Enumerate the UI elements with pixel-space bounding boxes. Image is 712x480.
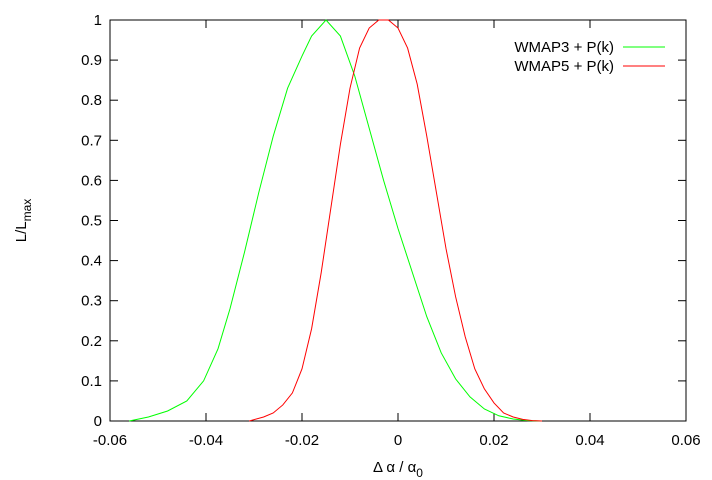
y-tick-label: 0.6	[81, 172, 102, 189]
x-tick-label: 0.04	[575, 432, 604, 449]
y-tick-label: 0.2	[81, 333, 102, 350]
y-tick-label: 1	[94, 12, 102, 29]
legend-label: WMAP5 + P(k)	[514, 58, 614, 75]
x-tick-label: 0	[394, 432, 402, 449]
series-line-2	[249, 19, 543, 422]
x-axis-ticks: -0.06 -0.04 -0.02 0 0.02 0.04 0.06	[93, 20, 701, 449]
y-axis-label: L/Lmax	[13, 199, 34, 243]
x-tick-label: -0.04	[189, 432, 223, 449]
series-lines	[129, 19, 543, 422]
y-tick-label: 0.4	[81, 253, 102, 270]
series-line-1	[129, 19, 543, 422]
x-axis-label: Δ α / α0	[373, 459, 423, 480]
x-tick-label: -0.06	[93, 432, 127, 449]
y-axis-ticks: 0 0.1 0.2 0.3 0.4 0.5 0.6 0.7 0.8 0.9 1	[81, 12, 686, 430]
x-axis-label-base: Δ α / α	[373, 459, 417, 476]
x-tick-label: 0.02	[479, 432, 508, 449]
y-tick-label: 0.3	[81, 293, 102, 310]
x-tick-label: -0.02	[285, 432, 319, 449]
y-axis-label-base: L/L	[13, 221, 30, 242]
y-tick-label: 0.8	[81, 92, 102, 109]
y-tick-label: 0.9	[81, 52, 102, 69]
y-tick-label: 0.7	[81, 132, 102, 149]
y-tick-label: 0.5	[81, 213, 102, 230]
plot-frame	[109, 19, 687, 422]
y-tick-label: 0.1	[81, 373, 102, 390]
legend: WMAP3 + P(k) WMAP5 + P(k)	[514, 39, 665, 75]
y-tick-label: 0	[94, 413, 102, 430]
x-axis-label-sub: 0	[416, 466, 423, 480]
y-axis-label-sub: max	[20, 199, 34, 222]
x-tick-label: 0.06	[671, 432, 700, 449]
legend-label: WMAP3 + P(k)	[514, 39, 614, 56]
